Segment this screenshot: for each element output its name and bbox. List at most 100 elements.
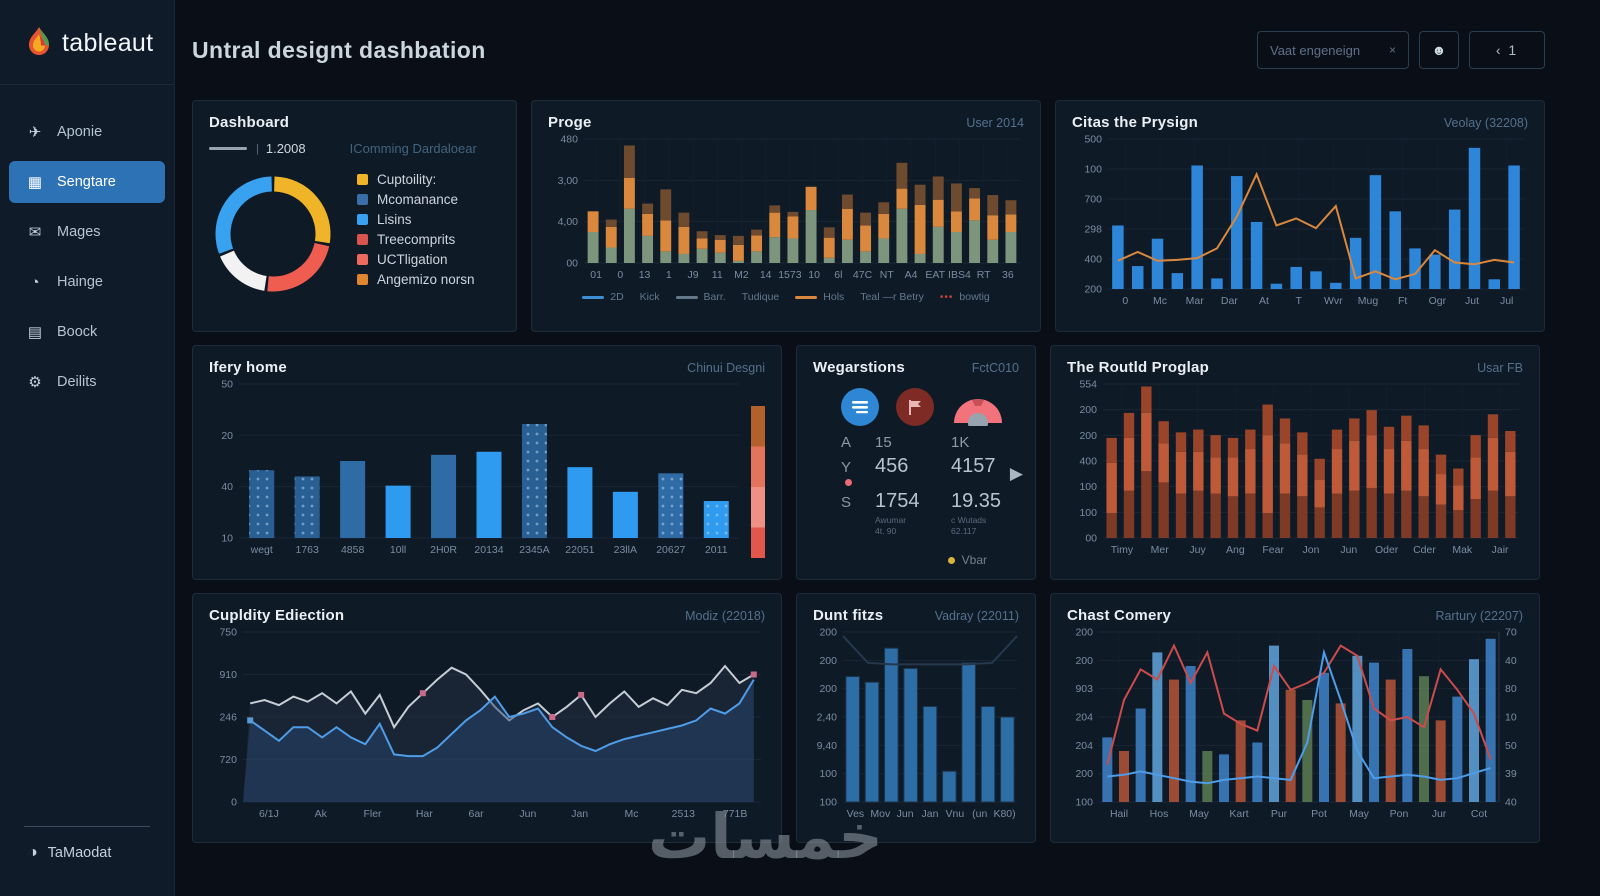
- svg-text:Jair: Jair: [1492, 544, 1509, 556]
- svg-text:400: 400: [1084, 254, 1102, 266]
- svg-text:14: 14: [760, 269, 772, 281]
- card-title: Citas the Prysign: [1072, 114, 1198, 131]
- mail-icon: ✉: [28, 224, 42, 241]
- bar-chart: 50 20 40 10 wegt 1763 4858 10ll 2H0R 20134 2345A 22…: [221, 379, 765, 568]
- main-content: Untral designt dashbation Vaat engeneign…: [175, 0, 1600, 896]
- kpi-legend-label: Vbar: [961, 553, 987, 567]
- legend-item: UCTligation: [357, 252, 475, 267]
- list-icon: [841, 388, 879, 426]
- sidebar-item-mages[interactable]: ✉ Mages: [9, 211, 165, 253]
- card-subtitle: Usar FB: [1477, 361, 1523, 375]
- svg-text:2345A: 2345A: [519, 544, 549, 556]
- reference-row: | 1.2008 IComming Dardaloear: [209, 141, 500, 156]
- legend-item: Tudique: [741, 291, 780, 303]
- svg-text:246: 246: [219, 712, 237, 724]
- svg-text:Mak: Mak: [1452, 544, 1473, 556]
- donut-wrap: Cuptoility: Mcomanance Lisins Treecomprits U…: [209, 158, 500, 304]
- search-clear-icon[interactable]: ×: [1388, 43, 1396, 57]
- reference-value: 1.2008: [265, 141, 306, 156]
- book-icon: ▤: [27, 324, 43, 341]
- sidebar-item-boock[interactable]: ▤ Boock: [9, 311, 165, 353]
- svg-text:Ak: Ak: [315, 808, 328, 820]
- page-title: Untral designt dashbation: [192, 36, 486, 63]
- sidebar-item-deilits[interactable]: ⚙ Deilits: [9, 361, 165, 403]
- notifications-button[interactable]: ☻: [1419, 31, 1459, 69]
- kpi-row-letter: S: [841, 494, 852, 511]
- search-box[interactable]: Vaat engeneign ×: [1257, 31, 1409, 69]
- legend-item: Kick: [639, 291, 660, 303]
- card-subtitle: Vadray (22011): [934, 609, 1019, 623]
- svg-text:0: 0: [617, 269, 623, 281]
- kpi-value: 1754 Awumar 4t. 90: [875, 490, 920, 536]
- svg-text:May: May: [1349, 808, 1370, 820]
- card-cupldity: Cupldity Ediection Modiz (22018) 750 910 2…: [192, 593, 782, 843]
- svg-text:2H0R: 2H0R: [430, 544, 457, 556]
- bar-chart: 200 200 200 2,40 9,40 100 100 Ves Mov Jun Jan Vnu (u…: [817, 627, 1018, 820]
- svg-text:39: 39: [1505, 768, 1517, 780]
- svg-text:Pur: Pur: [1271, 808, 1288, 820]
- card-subtitle: Rartury (22207): [1435, 609, 1523, 623]
- svg-text:IBS4: IBS4: [948, 269, 971, 281]
- moon-icon: ◑: [28, 844, 38, 861]
- kpi-value: 456: [875, 455, 909, 477]
- sync-icon: ◔: [30, 273, 40, 291]
- sidebar-item-sengtare[interactable]: ▦ Sengtare: [9, 161, 165, 203]
- svg-text:200: 200: [819, 627, 837, 639]
- card-title: The Routld Proglap: [1067, 359, 1209, 376]
- svg-text:298: 298: [1084, 224, 1102, 236]
- flag-icon: [896, 388, 934, 426]
- svg-text:200: 200: [819, 655, 837, 667]
- svg-text:22051: 22051: [565, 544, 594, 556]
- svg-text:Ft: Ft: [1398, 295, 1407, 307]
- header-controls: Vaat engeneign × ☻ ‹ 1: [1257, 31, 1545, 69]
- pager-button[interactable]: ‹ 1: [1469, 31, 1545, 69]
- svg-text:0: 0: [231, 797, 237, 809]
- svg-text:10: 10: [221, 533, 233, 545]
- sidebar-nav: ✈ Aponie ▦ Sengtare ✉ Mages ◔ Hainge ▤ Boock ⚙ Deil…: [0, 111, 174, 403]
- legend-item: Cuptoility:: [357, 172, 475, 187]
- svg-text:T: T: [1295, 295, 1302, 307]
- svg-text:903: 903: [1075, 683, 1093, 695]
- svg-text:4,00: 4,00: [558, 216, 579, 228]
- kpi-row-letter: Y: [841, 455, 875, 486]
- legend-item: Barr.: [675, 291, 726, 303]
- svg-text:3,00: 3,00: [558, 175, 579, 187]
- legend-item: Mcomanance: [357, 192, 475, 207]
- svg-text:200: 200: [1079, 404, 1097, 416]
- svg-text:Jon: Jon: [1303, 544, 1320, 556]
- svg-text:Mug: Mug: [1358, 295, 1379, 307]
- svg-text:May: May: [1189, 808, 1210, 820]
- svg-text:Cot: Cot: [1471, 808, 1487, 820]
- card-title: Cupldity Ediection: [209, 607, 345, 624]
- card-proge: Proge User 2014 480 3,00 4,00 00 01 0 13 1 J9 11 M…: [531, 100, 1041, 332]
- svg-text:2011: 2011: [705, 544, 728, 556]
- svg-text:20: 20: [221, 430, 233, 442]
- proge-legend: 2D Kick Barr. Tudique Hols Teal —r Betry ••• bo…: [548, 291, 1024, 303]
- svg-text:50: 50: [221, 379, 233, 391]
- sidebar-item-hainge[interactable]: ◔ Hainge: [9, 261, 165, 303]
- bar-line-chart: 500 100 700 298 400 200 0 Mc Mar Dar At T Wvr Mug Ft Og…: [1084, 134, 1524, 307]
- svg-text:NT: NT: [880, 269, 895, 281]
- user-icon: ☻: [1431, 42, 1447, 58]
- svg-text:500: 500: [1084, 134, 1102, 146]
- next-arrow-icon[interactable]: ▶: [1009, 464, 1023, 483]
- svg-text:204: 204: [1075, 712, 1093, 724]
- svg-text:00: 00: [566, 258, 578, 270]
- logo[interactable]: tableaut: [0, 0, 174, 85]
- svg-text:Mov: Mov: [870, 808, 891, 820]
- card-ifery: Ifery home Chinui Desgni 50 20 40 10 wegt 176…: [192, 345, 782, 580]
- svg-text:554: 554: [1079, 379, 1097, 391]
- svg-text:200: 200: [1084, 284, 1102, 296]
- sidebar-footer-item[interactable]: ◑ TaMaodat: [0, 826, 174, 862]
- svg-text:40: 40: [1505, 655, 1517, 667]
- card-chast: Chast Comery Rartury (22207) 200 200 903 20…: [1050, 593, 1540, 843]
- svg-text:Mar: Mar: [1186, 295, 1205, 307]
- svg-text:6/1J: 6/1J: [259, 808, 279, 820]
- kpi-legend: Vbar: [947, 553, 987, 567]
- svg-text:Ang: Ang: [1226, 544, 1245, 556]
- sidebar-item-aponie[interactable]: ✈ Aponie: [9, 111, 165, 153]
- sidebar: tableaut ✈ Aponie ▦ Sengtare ✉ Mages ◔ Hainge ▤ B…: [0, 0, 175, 896]
- legend-item: Hols: [795, 291, 844, 303]
- svg-text:Har: Har: [416, 808, 433, 820]
